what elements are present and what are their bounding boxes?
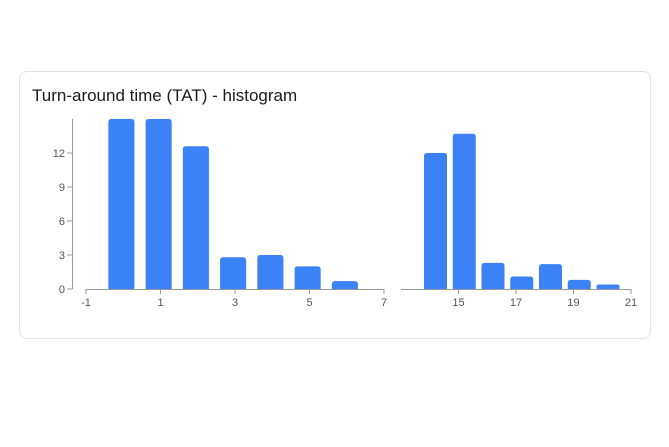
histogram-bar	[510, 276, 534, 289]
histogram-bar	[596, 284, 620, 289]
histogram-bar	[108, 119, 135, 289]
x-tick-label: 7	[381, 297, 387, 309]
histogram-bar	[452, 133, 476, 289]
y-tick-label: 3	[59, 250, 65, 262]
y-tick-label: 12	[53, 148, 65, 160]
histogram-bar	[145, 119, 172, 289]
histogram-bar	[294, 266, 321, 289]
x-tick-label: 19	[567, 297, 579, 309]
x-tick-label: -1	[81, 297, 91, 309]
chart-panel-2: 15 17 19 21	[401, 133, 637, 309]
chart-title: Turn-around time (TAT) - histogram	[32, 86, 298, 105]
y-tick-label: 6	[59, 216, 65, 228]
histogram-bar	[567, 279, 591, 289]
histogram-bar	[539, 264, 562, 289]
histogram-bar	[481, 262, 505, 289]
y-tick-label: 9	[59, 182, 65, 194]
x-tick-label: 5	[306, 297, 312, 309]
x-tick-label: 1	[157, 297, 163, 309]
histogram-bar	[220, 257, 247, 289]
x-tick-label: 17	[510, 297, 522, 309]
y-tick-label: 0	[59, 284, 65, 296]
histogram-bar	[331, 281, 358, 289]
histogram-bar	[424, 153, 447, 289]
x-tick-label: 15	[452, 297, 464, 309]
x-tick-label: 21	[625, 297, 637, 309]
histogram-bar	[257, 255, 284, 289]
chart-panel-1: -1 1 3 5 7 0 3 6 9 12	[53, 119, 387, 309]
histogram-bar	[182, 146, 209, 289]
x-tick-label: 3	[232, 297, 238, 309]
